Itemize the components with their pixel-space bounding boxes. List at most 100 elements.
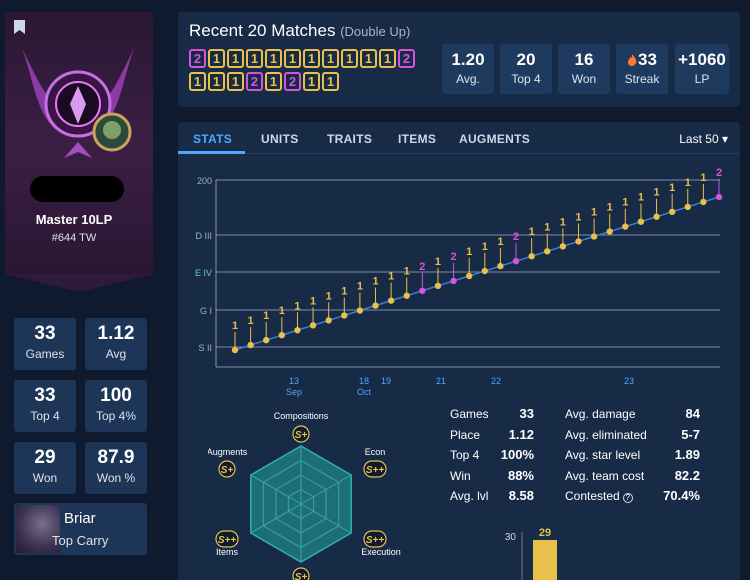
match-point	[231, 346, 239, 354]
placement-chip[interactable]: 1	[341, 49, 358, 68]
stat-label: Top 4	[450, 448, 480, 462]
match-point	[544, 248, 551, 255]
radar-axis-label: Compositions	[274, 411, 329, 421]
ladder-rank: #644 TW	[51, 232, 97, 244]
y-tick-label: 200	[197, 176, 212, 186]
tab-traits[interactable]: TRAITS	[327, 132, 373, 146]
grade-badge	[292, 567, 310, 580]
stat-value: 33	[519, 406, 534, 421]
stat-label: Games	[450, 407, 489, 421]
range-select[interactable]: Last 50 ▾	[679, 132, 728, 146]
placement-chip[interactable]: 1	[227, 72, 244, 91]
bar-first-place	[533, 540, 557, 580]
stat-label: Avg. star level	[565, 448, 641, 462]
radar-spoke	[250, 474, 302, 505]
placement-chip[interactable]: 1	[322, 49, 339, 68]
champion-avatar	[16, 505, 60, 553]
match-placement-label: 1	[497, 236, 503, 248]
tab-items[interactable]: ITEMS	[398, 132, 437, 146]
stat-value: 84	[685, 406, 700, 421]
x-tick-sublabel: Sep	[286, 387, 302, 397]
placement-chip[interactable]: 1	[379, 49, 396, 68]
match-placement-label: 1	[263, 310, 269, 322]
y-tick-label: E IV	[195, 268, 212, 278]
placement-chip[interactable]: 1	[284, 49, 301, 68]
stat-label: Contested?	[565, 489, 633, 503]
match-point	[341, 312, 348, 319]
match-point	[450, 277, 457, 285]
placement-chip[interactable]: 1	[246, 49, 263, 68]
placement-chip[interactable]: 2	[284, 72, 301, 91]
bookmark-icon[interactable]	[14, 20, 25, 34]
profile-sidebar: Master 10LP #644 TW 33 Games 1.12 Avg 33…	[0, 0, 160, 580]
match-placement-label: 1	[638, 192, 644, 204]
x-tick-label: 19	[381, 376, 391, 386]
placement-chip[interactable]: 1	[360, 49, 377, 68]
grade-text: S+	[295, 430, 308, 441]
radar-axis-label: Execution	[361, 547, 401, 557]
radar-axis-label: Items	[216, 547, 239, 557]
placement-chip[interactable]: 1	[265, 49, 282, 68]
placement-chip[interactable]: 1	[322, 72, 339, 91]
master-rank-emblem	[22, 48, 134, 158]
top-carry-card[interactable]: Briar Top Carry	[14, 503, 147, 555]
placement-chip[interactable]: 2	[189, 49, 206, 68]
placement-chip[interactable]: 1	[208, 72, 225, 91]
grade-badge	[363, 460, 387, 478]
stat-value: 8.58	[508, 488, 534, 503]
radar-spoke	[250, 503, 302, 534]
placement-chip[interactable]: 1	[208, 49, 225, 68]
placement-chip[interactable]: 2	[398, 49, 415, 68]
match-point	[637, 218, 645, 225]
tab-stats[interactable]: STATS	[193, 132, 233, 146]
lp-line	[234, 196, 720, 351]
match-point	[419, 287, 426, 294]
x-tick-label: 22	[491, 376, 501, 386]
placement-chip[interactable]: 1	[303, 49, 320, 68]
match-placement-label: 1	[357, 281, 363, 293]
skill-radar: Compositions S+ Econ S++ Execution S++ S+ Items…	[207, 402, 418, 580]
stat-value: 1.12	[508, 426, 534, 442]
carry-name: Briar	[64, 510, 96, 527]
match-placement-label: 1	[232, 320, 238, 332]
x-tick-label: 18	[359, 376, 369, 386]
match-placement-label: 1	[591, 206, 597, 218]
placement-chip[interactable]: 1	[189, 72, 206, 91]
x-tick-label: 13	[289, 376, 299, 386]
match-point	[294, 327, 301, 334]
y-tick-label: D III	[195, 231, 212, 241]
redacted-player-name	[30, 176, 124, 202]
x-tick-label: 21	[436, 376, 446, 386]
placement-chip[interactable]: 1	[265, 72, 282, 91]
active-tab-indicator	[178, 151, 245, 154]
match-point	[590, 233, 598, 240]
match-point	[481, 267, 489, 275]
tab-augments[interactable]: AUGMENTS	[459, 132, 531, 146]
tab-bar: STATS UNITS TRAITS ITEMS AUGMENTS Last 5…	[178, 122, 740, 154]
radar-svg: CompositionsS+EconS++ExecutionS++S+Items…	[207, 411, 401, 580]
placement-chip[interactable]: 1	[227, 49, 244, 68]
match-point	[465, 272, 473, 280]
stat-label: Avg. lvl	[450, 489, 489, 503]
placement-chip[interactable]: 2	[246, 72, 263, 91]
flame-icon	[628, 54, 637, 66]
match-placement-label: 1	[279, 305, 285, 317]
help-icon[interactable]: ?	[622, 493, 633, 503]
stat-value: 100%	[500, 447, 534, 462]
match-point	[278, 331, 286, 339]
stat-label: Avg. damage	[565, 407, 636, 421]
tab-units[interactable]: UNITS	[261, 132, 299, 146]
match-point	[263, 336, 270, 344]
match-point	[387, 297, 395, 304]
match-placement-label: 1	[310, 295, 316, 307]
radar-spoke	[300, 503, 352, 534]
match-placement-label: 1	[372, 276, 378, 288]
match-point	[606, 228, 613, 235]
match-point	[434, 282, 442, 290]
match-placement-label: 1	[482, 241, 488, 253]
bar-value-label: 29	[539, 527, 551, 539]
match-point	[653, 213, 660, 220]
placement-chip[interactable]: 1	[303, 72, 320, 91]
chevron-down-icon: ▾	[721, 132, 728, 146]
